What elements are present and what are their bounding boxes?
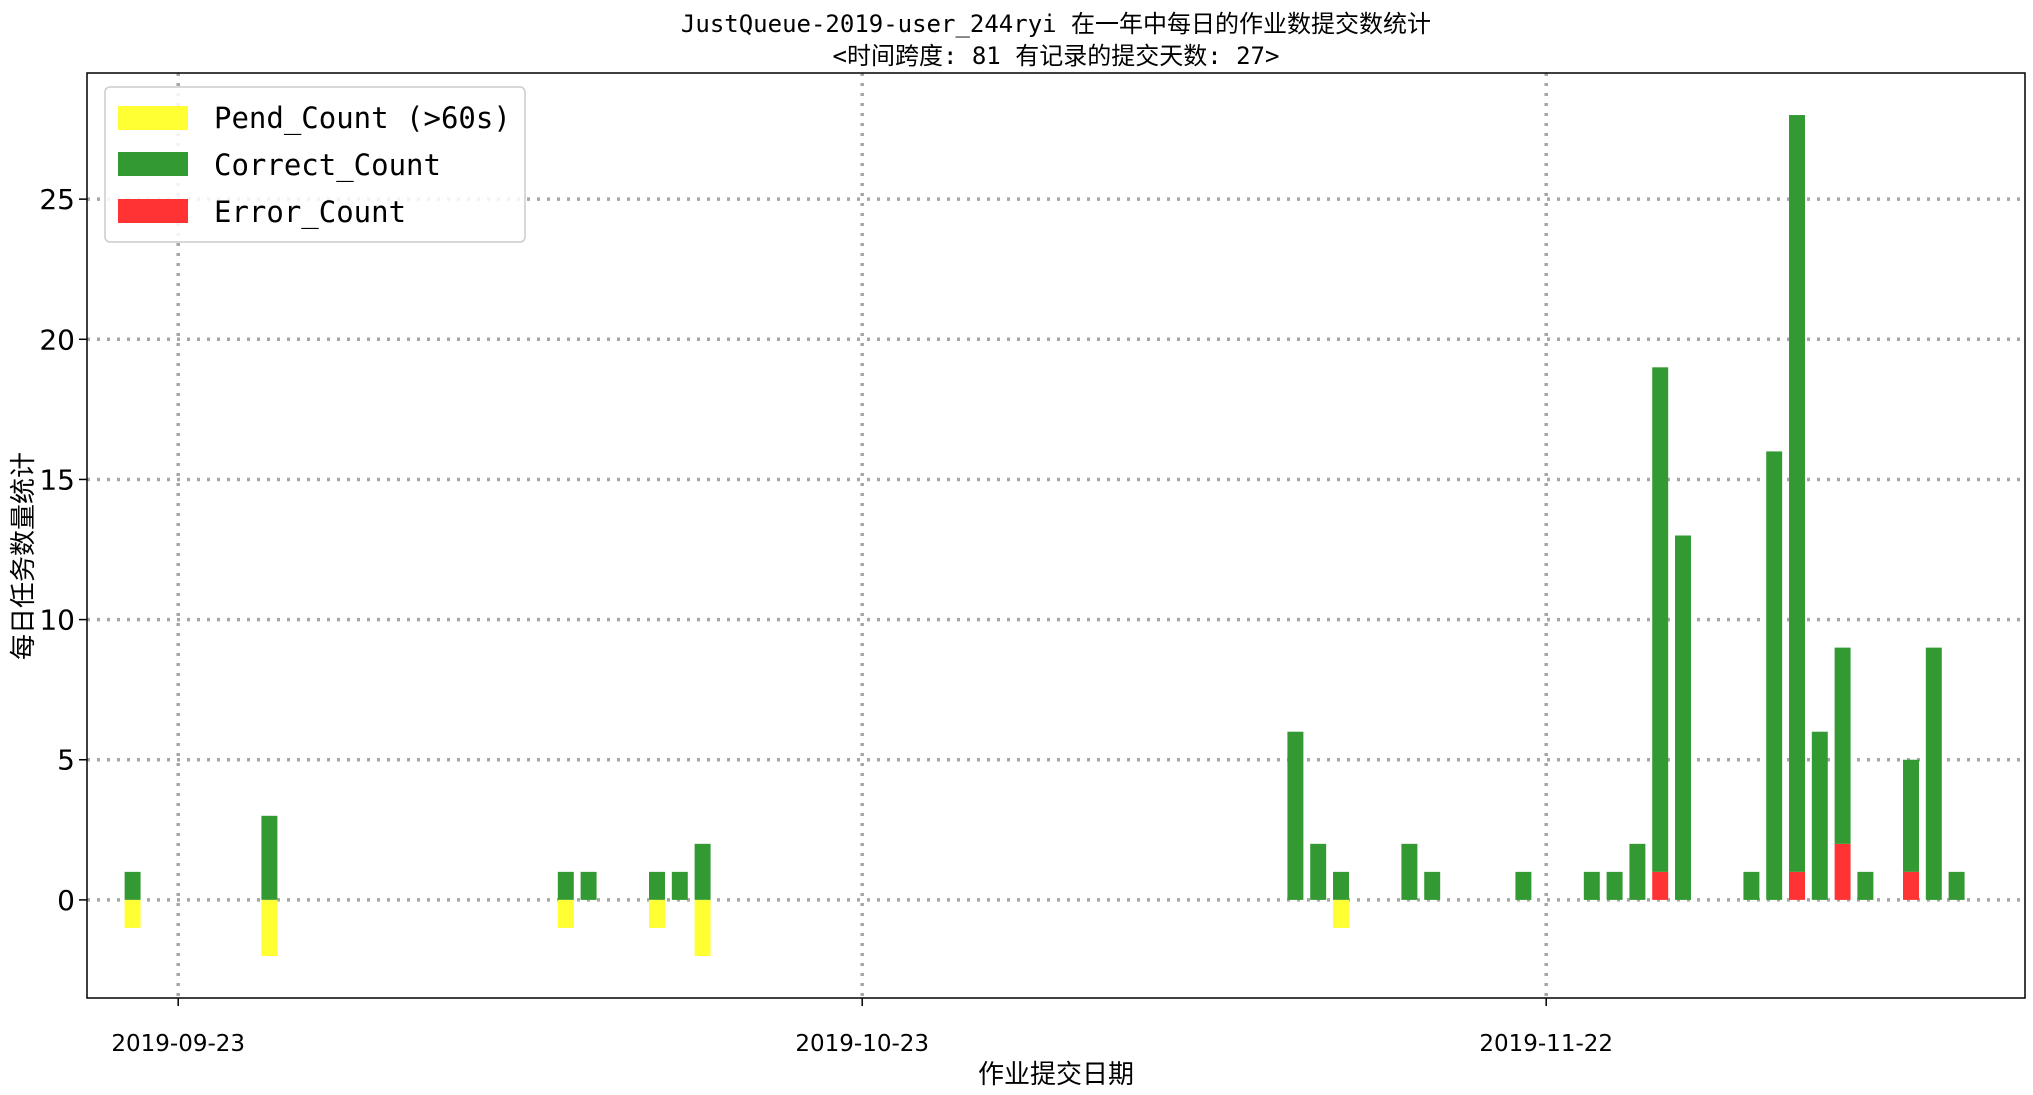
x-tick-label: 2019-11-22 — [1479, 1031, 1613, 1057]
y-tick-label: 25 — [39, 183, 75, 216]
x-tick-label: 2019-10-23 — [795, 1031, 929, 1057]
bar-correct — [1903, 759, 1919, 872]
plot-frame — [86, 72, 2026, 999]
bar-correct — [694, 843, 711, 900]
x-tick-label: 2019-09-23 — [111, 1031, 245, 1057]
y-tick-label: 5 — [57, 744, 75, 777]
legend-label-correct: Correct_Count — [214, 148, 441, 183]
bar-correct — [1834, 647, 1851, 844]
bar-correct — [1583, 871, 1600, 900]
legend-swatch-error — [118, 199, 188, 223]
bars — [124, 115, 1965, 956]
bar-pend — [694, 899, 711, 956]
chart-subtitle: <时间跨度: 81 有记录的提交天数: 27> — [833, 42, 1280, 70]
bar-correct — [1333, 871, 1349, 900]
legend-frame — [104, 86, 526, 243]
bar-correct — [649, 871, 665, 900]
bar-correct — [261, 815, 278, 900]
bar-correct — [1424, 871, 1441, 900]
legend: Pend_Count (>60s) Correct_Count Error_Co… — [104, 86, 526, 243]
legend-label-pend: Pend_Count (>60s) — [214, 101, 511, 136]
bar-error — [1789, 871, 1805, 900]
bar-correct — [1401, 843, 1418, 900]
bar-correct — [1811, 731, 1828, 900]
bar-error — [1903, 871, 1919, 900]
axis-ticks: 0 5 10 15 20 25 2019-09-23 2019-10-23 2019-11-22 — [39, 183, 1613, 1057]
bar-pend — [124, 899, 141, 928]
y-tick-label: 20 — [39, 323, 75, 356]
bar-correct — [1652, 367, 1669, 872]
y-tick-label: 15 — [39, 463, 75, 496]
y-axis-label: 每日任务数量统计 — [9, 452, 39, 660]
bar-correct — [580, 871, 597, 900]
bar-pend — [1333, 899, 1349, 928]
bar-correct — [557, 871, 574, 900]
bar-error — [1834, 843, 1851, 900]
y-tick-label: 0 — [57, 884, 75, 917]
x-axis-label: 作业提交日期 — [978, 1060, 1134, 1090]
bar-correct — [1310, 843, 1327, 900]
bar-correct — [1925, 647, 1942, 900]
bar-correct — [1675, 535, 1691, 900]
legend-swatch-pend — [118, 106, 188, 130]
legend-label-error: Error_Count — [214, 195, 406, 230]
bar-correct — [1515, 871, 1532, 900]
bar-pend — [649, 899, 665, 928]
y-tick-label: 10 — [39, 604, 75, 637]
bar-correct — [1287, 731, 1304, 900]
bar-pend — [557, 899, 574, 928]
chart-title: JustQueue-2019-user_244ryi 在一年中每日的作业数提交数… — [681, 10, 1431, 38]
bar-correct — [1789, 115, 1805, 872]
bar-correct — [124, 871, 141, 900]
legend-swatch-correct — [118, 152, 188, 176]
bar-correct — [1629, 843, 1646, 900]
bar-correct — [1606, 871, 1623, 900]
bar-correct — [1857, 871, 1874, 900]
bar-pend — [261, 899, 278, 956]
bar-correct — [1948, 871, 1965, 900]
bar-correct — [671, 871, 688, 900]
bar-error — [1652, 871, 1669, 900]
bar-correct — [1743, 871, 1760, 900]
bar-correct — [1766, 451, 1783, 900]
